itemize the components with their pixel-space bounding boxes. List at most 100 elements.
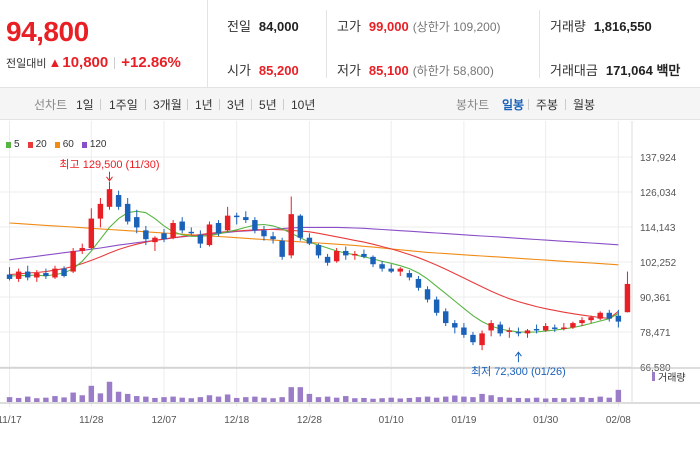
candle-body bbox=[597, 312, 603, 319]
candle-body bbox=[579, 320, 585, 324]
volume-bar bbox=[288, 387, 294, 402]
volume-bar bbox=[488, 395, 494, 402]
volume-bar bbox=[579, 397, 585, 402]
volume-bar bbox=[533, 397, 540, 402]
toolbar-divider bbox=[187, 99, 188, 110]
volume-bar bbox=[252, 396, 258, 402]
period-1w[interactable]: 1주일 bbox=[109, 98, 138, 112]
price-chart: 5 20 60 120 137,924 126,034 114,143 102,252… bbox=[0, 121, 700, 450]
x-tick-label: 11/28 bbox=[79, 415, 104, 426]
volume-bar bbox=[243, 397, 249, 402]
volume-bar bbox=[224, 394, 231, 402]
ma5-line bbox=[9, 210, 619, 333]
candlestick-svg: 137,924 126,034 114,143 102,252 90,361 78,471… bbox=[0, 121, 700, 426]
candle-body bbox=[524, 330, 531, 334]
volume-bar bbox=[361, 397, 367, 402]
volume-bar bbox=[615, 389, 622, 402]
stat-divider bbox=[539, 10, 540, 78]
candle-daily[interactable]: 일봉 bbox=[502, 98, 525, 112]
low-value: 85,100 bbox=[368, 63, 409, 78]
price-change: 전일대비 ▲ 10,800 +12.86% bbox=[6, 54, 181, 71]
upper-limit: (상한가 109,200) bbox=[412, 20, 501, 34]
amount-value: 171,064 bbox=[605, 63, 653, 78]
legend-item: 120 bbox=[81, 139, 107, 150]
volume-label: 거래량 bbox=[550, 19, 586, 34]
volume-bar bbox=[70, 392, 76, 402]
candle-body bbox=[606, 312, 613, 319]
volume-bar bbox=[124, 393, 131, 402]
toolbar-divider bbox=[145, 99, 146, 110]
candle-body bbox=[161, 233, 167, 240]
amount-label: 거래대금 bbox=[550, 63, 598, 78]
volume-bar bbox=[6, 397, 13, 402]
prev-close-label: 전일 bbox=[227, 19, 251, 34]
toolbar-divider bbox=[565, 99, 566, 110]
candle-body bbox=[43, 273, 49, 276]
candle-body bbox=[52, 268, 58, 278]
candle-body bbox=[333, 250, 340, 262]
candle-weekly[interactable]: 주봉 bbox=[536, 98, 559, 112]
legend-swatch bbox=[6, 141, 11, 148]
legend-swatch bbox=[54, 141, 60, 148]
candle-body bbox=[124, 203, 131, 222]
line-chart-label: 선차트 bbox=[34, 98, 68, 112]
candle-body bbox=[224, 215, 231, 231]
volume-bar bbox=[279, 397, 285, 402]
candle-body bbox=[252, 220, 258, 231]
volume-bar bbox=[433, 397, 440, 402]
candle-body bbox=[24, 271, 31, 278]
x-tick-label: 02/08 bbox=[606, 415, 631, 426]
volume-bar bbox=[606, 397, 613, 402]
candle-body bbox=[424, 289, 431, 300]
period-1y[interactable]: 1년 bbox=[195, 98, 213, 112]
price-stats: 전일 84,000 고가 99,000 (상한가 109,200) 거래량 1,816,… bbox=[209, 0, 700, 88]
candle-body bbox=[70, 250, 76, 272]
volume-bar bbox=[52, 396, 58, 402]
volume-bar bbox=[297, 387, 304, 402]
volume-bar bbox=[379, 398, 385, 402]
volume-bar bbox=[570, 397, 576, 402]
volume-value: 1,816,550 bbox=[593, 19, 652, 34]
candle-body bbox=[179, 221, 185, 231]
period-3m[interactable]: 3개월 bbox=[153, 98, 182, 112]
current-price-box: 94,800 전일대비 ▲ 10,800 +12.86% bbox=[0, 0, 208, 88]
prev-close-stat: 전일 84,000 bbox=[227, 16, 299, 35]
volume-bar bbox=[261, 397, 267, 402]
period-1d[interactable]: 1일 bbox=[76, 98, 94, 112]
y-tick-label: 114,143 bbox=[640, 223, 676, 234]
volume-bar bbox=[43, 397, 49, 402]
volume-bar bbox=[188, 398, 195, 402]
volume-legend-swatch bbox=[652, 372, 655, 381]
y-tick-label: 90,361 bbox=[640, 293, 671, 304]
period-5y[interactable]: 5년 bbox=[259, 98, 277, 112]
volume-bar bbox=[588, 397, 594, 402]
amount-stat: 거래대금 171,064 백만 bbox=[550, 60, 680, 79]
candle-body bbox=[34, 273, 40, 278]
volume-bar bbox=[88, 385, 95, 402]
toolbar-divider bbox=[100, 99, 101, 110]
volume-bar bbox=[34, 398, 40, 402]
volume-bar bbox=[424, 396, 431, 402]
legend-item: 60 bbox=[54, 139, 74, 150]
candle-body bbox=[343, 250, 349, 256]
volume-legend-label: 거래량 bbox=[658, 372, 686, 384]
candle-body bbox=[215, 223, 222, 234]
open-label: 시가 bbox=[227, 63, 251, 78]
volume-bar bbox=[461, 396, 467, 402]
volume-bar bbox=[179, 397, 185, 402]
candle-body bbox=[143, 230, 149, 240]
toolbar-divider bbox=[251, 99, 252, 110]
candle-monthly[interactable]: 월봉 bbox=[573, 98, 596, 112]
volume-bar bbox=[515, 397, 522, 402]
x-tick-label: 12/07 bbox=[152, 415, 177, 426]
open-value: 85,200 bbox=[258, 63, 299, 78]
period-10y[interactable]: 10년 bbox=[291, 98, 316, 112]
candle-body bbox=[506, 330, 513, 332]
legend-label: 120 bbox=[89, 139, 107, 150]
candle-body bbox=[615, 315, 622, 322]
up-triangle-icon: ▲ bbox=[48, 55, 62, 70]
period-3y[interactable]: 3년 bbox=[227, 98, 245, 112]
candle-body bbox=[197, 234, 204, 244]
toolbar-divider bbox=[219, 99, 220, 110]
candle-body bbox=[406, 273, 413, 278]
